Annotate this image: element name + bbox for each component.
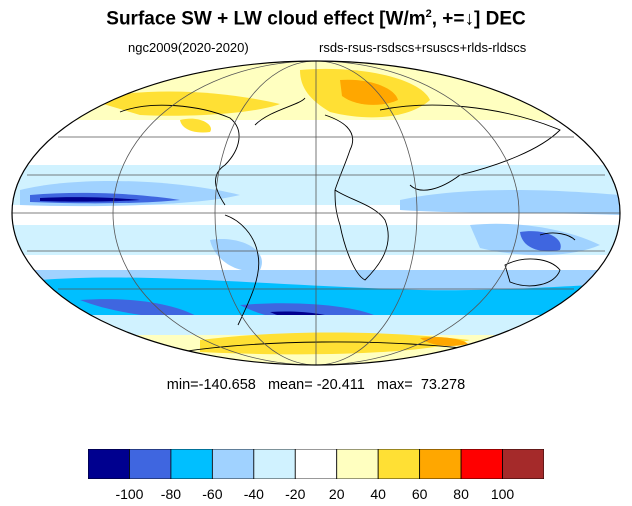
colorbar-tick-label: 80 [453, 486, 469, 502]
figure-title: Surface SW + LW cloud effect [W/m2, +=↓]… [106, 8, 526, 30]
colorbar-swatch [336, 449, 379, 479]
colorbar-tick-label: -100 [115, 486, 144, 502]
coast-north-america [119, 104, 240, 206]
coastlines [119, 97, 576, 353]
pacific-core-patch [40, 197, 140, 202]
antarctic-warm-patch [200, 332, 470, 355]
coast-europe [324, 114, 353, 191]
maritime-strong-patch [520, 231, 561, 252]
colorbar-swatch [502, 449, 544, 479]
world-map [11, 60, 621, 366]
coast-antarctica [179, 341, 481, 353]
coast-south-america [224, 214, 260, 326]
colorbar-tick-label: 20 [328, 486, 345, 502]
coast-asia [379, 104, 561, 191]
colorbar-swatch [419, 449, 462, 479]
colorbar-swatch [460, 449, 503, 479]
colorbar-tick-label: -80 [160, 486, 182, 502]
variable-formula-label: rsds-rsus-rsdscs+rsuscs+rlds-rldscs [319, 40, 527, 55]
colorbar-swatch [294, 449, 338, 479]
south-pacific-core [80, 299, 200, 319]
statistics-line: min=-140.658 mean= -20.411 max= 73.278 [166, 377, 466, 393]
model-run-label: ngc2009(2020-2020) [128, 40, 249, 55]
colorbar-swatch [377, 449, 421, 479]
colorbar-tick-label: -40 [243, 486, 264, 502]
colorbar-swatch [170, 449, 213, 479]
coast-australia [504, 258, 561, 287]
colorbar [88, 449, 544, 479]
colorbar-swatch [129, 449, 172, 479]
colorbar-tick-label: 40 [370, 486, 386, 502]
north-america-warm-patch [180, 118, 211, 133]
south-america-patch [210, 239, 262, 272]
colorbar-swatch [253, 449, 296, 479]
antarctic-hot-patch [420, 337, 468, 346]
arctic-hot-patch [340, 79, 398, 105]
colorbar-swatch [211, 449, 255, 479]
map-border [11, 60, 621, 366]
colorbar-tick-label: 60 [411, 486, 428, 502]
colorbar-swatch [88, 449, 130, 479]
east-pacific-patch [400, 190, 620, 215]
colorbar-tick-label: -20 [285, 486, 306, 502]
arctic-warm-patch-west [90, 91, 280, 116]
colorbar-tick-label: -60 [202, 486, 223, 502]
colorbar-tick-label: 100 [490, 486, 515, 502]
coast-africa [334, 189, 389, 281]
